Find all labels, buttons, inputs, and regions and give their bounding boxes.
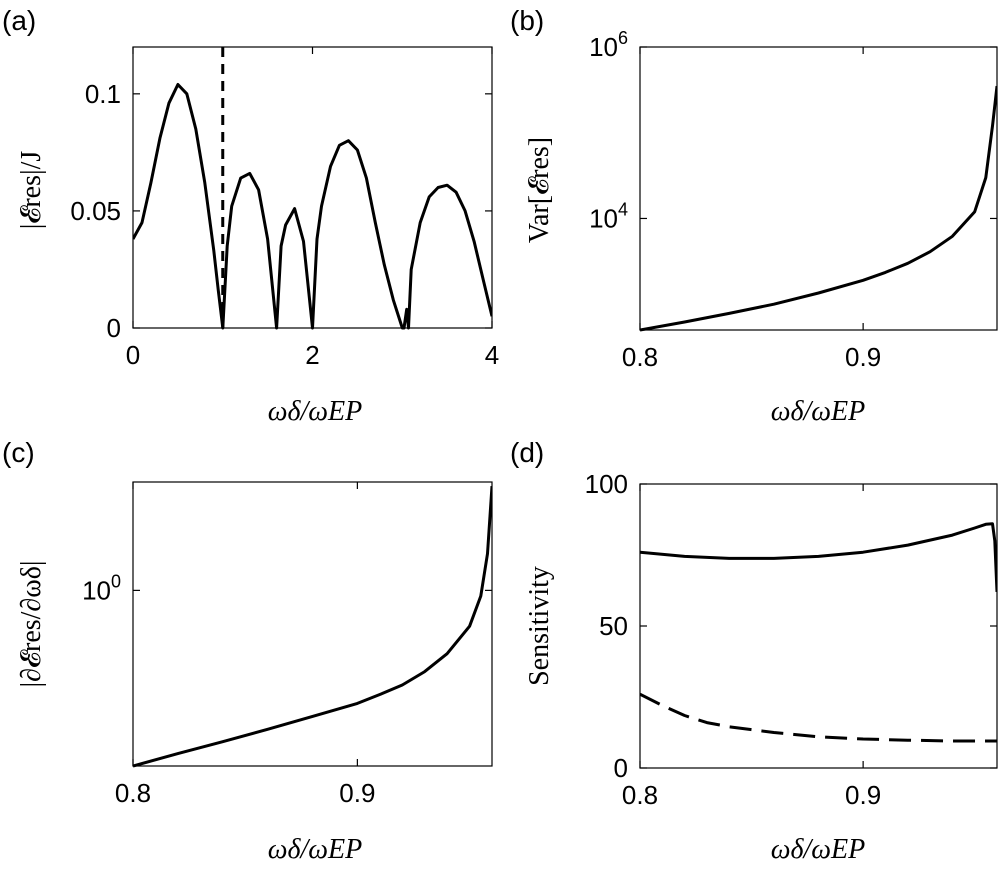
series-line-1 <box>133 83 492 330</box>
y-tick-label: 0 <box>614 753 628 783</box>
panel-d: 0.8 0.9 0 50 100 (d) ωδ/ωEP Sensitivity <box>510 437 998 865</box>
panel-label: (c) <box>2 437 35 468</box>
x-tick-label: 2 <box>305 340 319 370</box>
y-axis-label: Var[𝓔res] <box>524 137 555 243</box>
x-tick-label: 0.8 <box>115 778 151 808</box>
axes-frame-d <box>639 483 998 769</box>
x-tick-label: 0.9 <box>845 342 881 372</box>
x-tick-label: 0.8 <box>622 342 658 372</box>
y-tick-label: 0 <box>107 313 121 343</box>
x-tick-label: 0.9 <box>845 780 881 810</box>
x-axis-label: ωδ/ωEP <box>771 834 866 865</box>
y-tick-label: 100 <box>585 469 628 499</box>
x-axis-label: ωδ/ωEP <box>771 396 866 427</box>
panel-b: 0.8 0.9 104 106 (b) ωδ/ωEP Var[𝓔res] <box>510 5 998 427</box>
x-axis-label: ωδ/ωEP <box>268 396 363 427</box>
series-line-1 <box>640 85 997 332</box>
y-tick-label: 50 <box>599 611 628 641</box>
panel-label: (d) <box>510 437 544 468</box>
x-tick-label: 0 <box>126 340 140 370</box>
panel-c: 0.8 0.9 100 (c) ωδ/ωEP |∂𝓔res/∂ωδ| <box>2 437 493 865</box>
series-line-2 <box>640 692 997 743</box>
y-tick-label: 0.1 <box>85 79 121 109</box>
x-tick-label: 0.8 <box>622 780 658 810</box>
panel-a: 0 2 4 0 0.05 0.1 (a) ωδ/ωEP |𝓔res|/J <box>2 5 499 427</box>
x-tick-label: 0.9 <box>339 778 375 808</box>
y-axis-label: |∂𝓔res/∂ωδ| <box>16 561 47 688</box>
panel-label: (a) <box>2 5 36 36</box>
y-tick-label: 104 <box>589 199 628 233</box>
y-tick-label: 106 <box>589 28 628 62</box>
x-axis-label: ωδ/ωEP <box>268 834 363 865</box>
axes-frame-c <box>132 481 493 767</box>
series-line-1 <box>640 522 997 592</box>
series-line-1 <box>133 486 492 768</box>
y-tick-label: 0.05 <box>70 196 121 226</box>
y-tick-label: 100 <box>82 571 121 605</box>
x-tick-label: 4 <box>485 340 499 370</box>
axes-frame-b <box>639 46 998 331</box>
y-axis-label: Sensitivity <box>524 566 555 686</box>
y-axis-label: |𝓔res|/J <box>16 151 47 230</box>
panel-label: (b) <box>510 5 544 36</box>
